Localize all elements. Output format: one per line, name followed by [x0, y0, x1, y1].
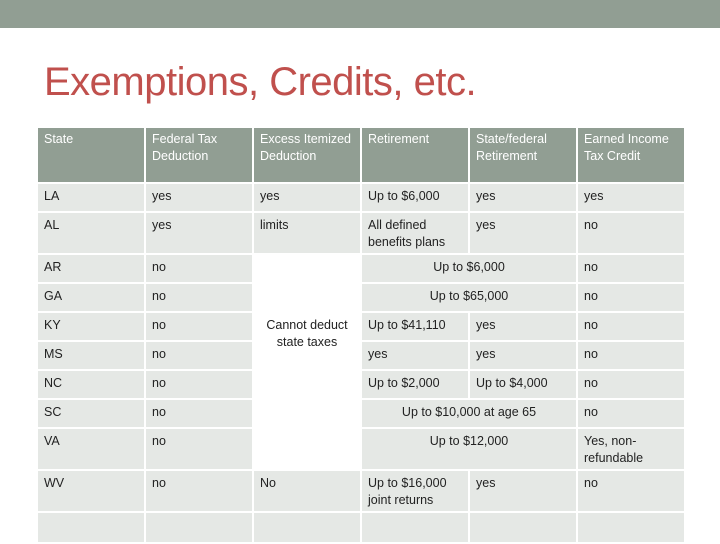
- table-row-empty: [36, 511, 686, 544]
- cell-retirement: Up to $16,000 joint returns: [360, 469, 470, 513]
- cell-federal-tax-deduction: no: [144, 282, 254, 313]
- table-row: WV no No Up to $16,000 joint returns yes…: [36, 469, 686, 513]
- empty-cell: [360, 511, 470, 544]
- cell-earned-income-tax-credit: no: [576, 340, 686, 371]
- table-row: KY no Up to $41,110 yes no: [36, 311, 686, 342]
- cell-state-federal-retirement: yes: [468, 340, 578, 371]
- empty-cell: [36, 511, 146, 544]
- cell-earned-income-tax-credit: no: [576, 282, 686, 313]
- table-row: AL yes limits All defined benefits plans…: [36, 211, 686, 255]
- cell-excess-itemized-deduction-merged: Cannot deduct state taxes: [252, 253, 362, 471]
- cell-state-federal-retirement: Up to $4,000: [468, 369, 578, 400]
- top-banner: [0, 0, 720, 28]
- cell-excess-itemized-deduction: limits: [252, 211, 362, 255]
- cell-earned-income-tax-credit: yes: [576, 182, 686, 213]
- empty-cell: [144, 511, 254, 544]
- cell-retirement-merged: Up to $6,000: [360, 253, 578, 284]
- cell-federal-tax-deduction: yes: [144, 211, 254, 255]
- table-row: NC no Up to $2,000 Up to $4,000 no: [36, 369, 686, 400]
- cell-federal-tax-deduction: no: [144, 427, 254, 471]
- cell-federal-tax-deduction: no: [144, 469, 254, 513]
- column-header-excess-itemized-deduction: Excess Itemized Deduction: [252, 126, 362, 184]
- tax-comparison-table: State Federal Tax Deduction Excess Itemi…: [36, 126, 686, 544]
- cell-state-federal-retirement: yes: [468, 469, 578, 513]
- table-header-row: State Federal Tax Deduction Excess Itemi…: [36, 126, 686, 184]
- cell-state: LA: [36, 182, 146, 213]
- cell-earned-income-tax-credit: no: [576, 369, 686, 400]
- cell-state-federal-retirement: yes: [468, 311, 578, 342]
- column-header-state: State: [36, 126, 146, 184]
- table-row: SC no Up to $10,000 at age 65 no: [36, 398, 686, 429]
- column-header-earned-income-tax-credit: Earned Income Tax Credit: [576, 126, 686, 184]
- cell-state: AR: [36, 253, 146, 284]
- cell-state: GA: [36, 282, 146, 313]
- table-row: MS no yes yes no: [36, 340, 686, 371]
- cell-federal-tax-deduction: no: [144, 253, 254, 284]
- cell-federal-tax-deduction: no: [144, 398, 254, 429]
- cell-earned-income-tax-credit: no: [576, 469, 686, 513]
- cell-state: MS: [36, 340, 146, 371]
- empty-cell: [468, 511, 578, 544]
- cell-retirement: Up to $41,110: [360, 311, 470, 342]
- cell-retirement-merged: Up to $10,000 at age 65: [360, 398, 578, 429]
- cell-earned-income-tax-credit: no: [576, 311, 686, 342]
- table-row: VA no Up to $12,000 Yes, non-refundable: [36, 427, 686, 471]
- cell-retirement-merged: Up to $65,000: [360, 282, 578, 313]
- cell-federal-tax-deduction: no: [144, 311, 254, 342]
- table-row: LA yes yes Up to $6,000 yes yes: [36, 182, 686, 213]
- cell-state: AL: [36, 211, 146, 255]
- cell-state: SC: [36, 398, 146, 429]
- cell-earned-income-tax-credit: no: [576, 253, 686, 284]
- cell-excess-itemized-deduction: No: [252, 469, 362, 513]
- table-row: GA no Up to $65,000 no: [36, 282, 686, 313]
- slide-title: Exemptions, Credits, etc.: [44, 60, 477, 104]
- cell-state-federal-retirement: yes: [468, 211, 578, 255]
- cell-federal-tax-deduction: yes: [144, 182, 254, 213]
- empty-cell: [576, 511, 686, 544]
- column-header-retirement: Retirement: [360, 126, 470, 184]
- cell-state: NC: [36, 369, 146, 400]
- cell-federal-tax-deduction: no: [144, 369, 254, 400]
- table-row: AR no Cannot deduct state taxes Up to $6…: [36, 253, 686, 471]
- column-header-federal-tax-deduction: Federal Tax Deduction: [144, 126, 254, 184]
- cell-excess-itemized-deduction: yes: [252, 182, 362, 213]
- empty-cell: [252, 511, 362, 544]
- merged-excess-text: Cannot deduct state taxes: [266, 318, 348, 349]
- cell-retirement: Up to $2,000: [360, 369, 470, 400]
- cell-state: VA: [36, 427, 146, 471]
- cell-earned-income-tax-credit: no: [576, 398, 686, 429]
- cell-earned-income-tax-credit: no: [576, 211, 686, 255]
- cell-state: WV: [36, 469, 146, 513]
- cell-state: KY: [36, 311, 146, 342]
- cell-retirement: yes: [360, 340, 470, 371]
- cell-state-federal-retirement: yes: [468, 182, 578, 213]
- cell-retirement: All defined benefits plans: [360, 211, 470, 255]
- cell-earned-income-tax-credit: Yes, non-refundable: [576, 427, 686, 471]
- column-header-state-federal-retirement: State/federal Retirement: [468, 126, 578, 184]
- cell-retirement-merged: Up to $12,000: [360, 427, 578, 471]
- cell-federal-tax-deduction: no: [144, 340, 254, 371]
- cell-retirement: Up to $6,000: [360, 182, 470, 213]
